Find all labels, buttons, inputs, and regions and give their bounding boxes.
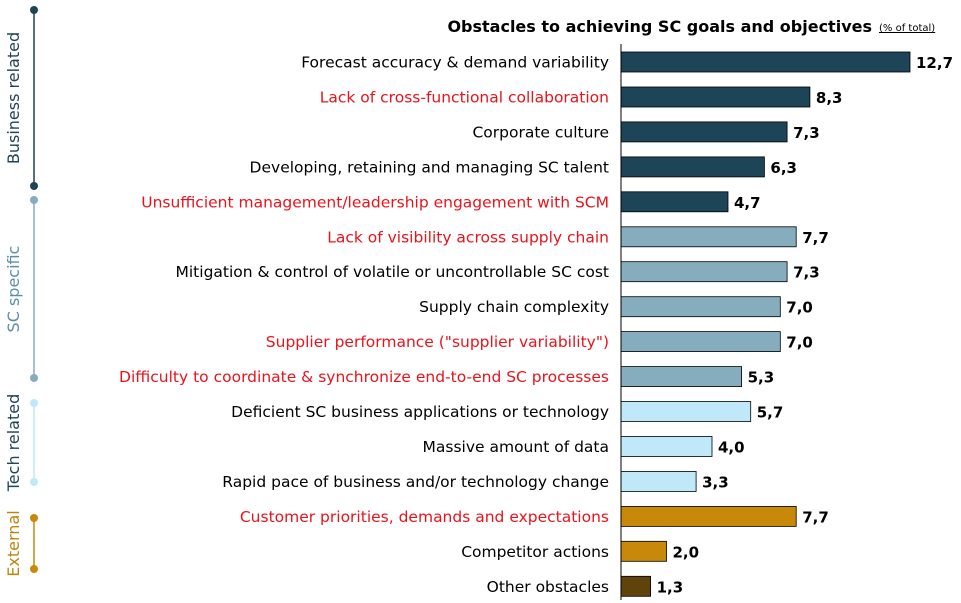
bar [620,121,788,143]
category-label: Competitor actions [461,543,609,561]
group-bracket-dot [30,478,38,486]
group-bracket-dot [30,374,38,382]
bar [620,366,742,388]
bar [620,261,788,283]
category-label: Corporate culture [472,123,609,141]
group-bracket-dot [30,6,38,14]
category-label: Lack of visibility across supply chain [327,228,609,246]
category-label: Rapid pace of business and/or technology… [222,473,609,491]
value-label: 7,3 [793,264,820,282]
bar [620,436,713,457]
bars: Forecast accuracy & demand variability 12… [119,51,953,597]
bar [620,191,729,213]
value-label: 5,7 [757,404,784,422]
bar [620,331,781,353]
bar [620,51,911,73]
value-label: 7,7 [802,508,829,526]
category-label: Deficient SC business applications or te… [231,403,609,421]
value-label: 1,3 [657,578,684,596]
group-bracket-dot [30,514,38,522]
group-bracket-dot [30,182,38,190]
chart-title-unit: (% of total) [879,23,935,34]
bar [620,296,781,318]
value-label: 6,3 [770,159,797,177]
category-label: Unsufficient management/leadership engag… [141,193,609,211]
group-bracket-dot [30,399,38,407]
group-label: SC specific [4,246,23,333]
bar [620,470,697,492]
bar [620,226,797,248]
value-label: 8,3 [816,89,843,107]
category-label: Difficulty to coordinate & synchronize e… [119,368,609,386]
category-label: Lack of cross-functional collaboration [320,89,609,107]
bar [620,401,752,422]
category-label: Forecast accuracy & demand variability [301,54,609,72]
group-bracket-dot [30,196,38,204]
value-label: 4,7 [734,194,761,212]
value-label: 12,7 [916,54,953,72]
category-label: Mitigation & control of volatile or unco… [176,263,610,281]
value-label: 4,0 [718,439,745,457]
group-label: External [4,510,23,576]
group-bracket-dot [30,565,38,573]
bar [620,505,797,527]
group-label: Tech related [4,394,23,493]
category-label: Supplier performance ("supplier variabil… [266,333,609,351]
value-label: 7,7 [802,229,829,247]
category-label: Developing, retaining and managing SC ta… [250,158,609,176]
bar [620,575,652,597]
bar [620,156,765,178]
group-label: Business related [4,32,23,164]
value-label: 7,3 [793,124,820,142]
bar [620,540,667,562]
bar [620,86,811,108]
category-label: Customer priorities, demands and expecta… [240,508,609,526]
value-label: 5,3 [748,369,775,387]
chart-title-text: Obstacles to achieving SC goals and obje… [447,17,872,36]
chart-title: Obstacles to achieving SC goals and obje… [447,17,872,36]
category-label: Supply chain complexity [419,298,609,316]
group-brackets: Business related SC specific Tech related E… [4,6,38,577]
value-label: 3,3 [702,473,729,491]
category-label: Other obstacles [487,578,609,596]
value-label: 2,0 [673,543,700,561]
category-label: Massive amount of data [423,438,609,456]
value-label: 7,0 [786,299,813,317]
value-label: 7,0 [786,334,813,352]
